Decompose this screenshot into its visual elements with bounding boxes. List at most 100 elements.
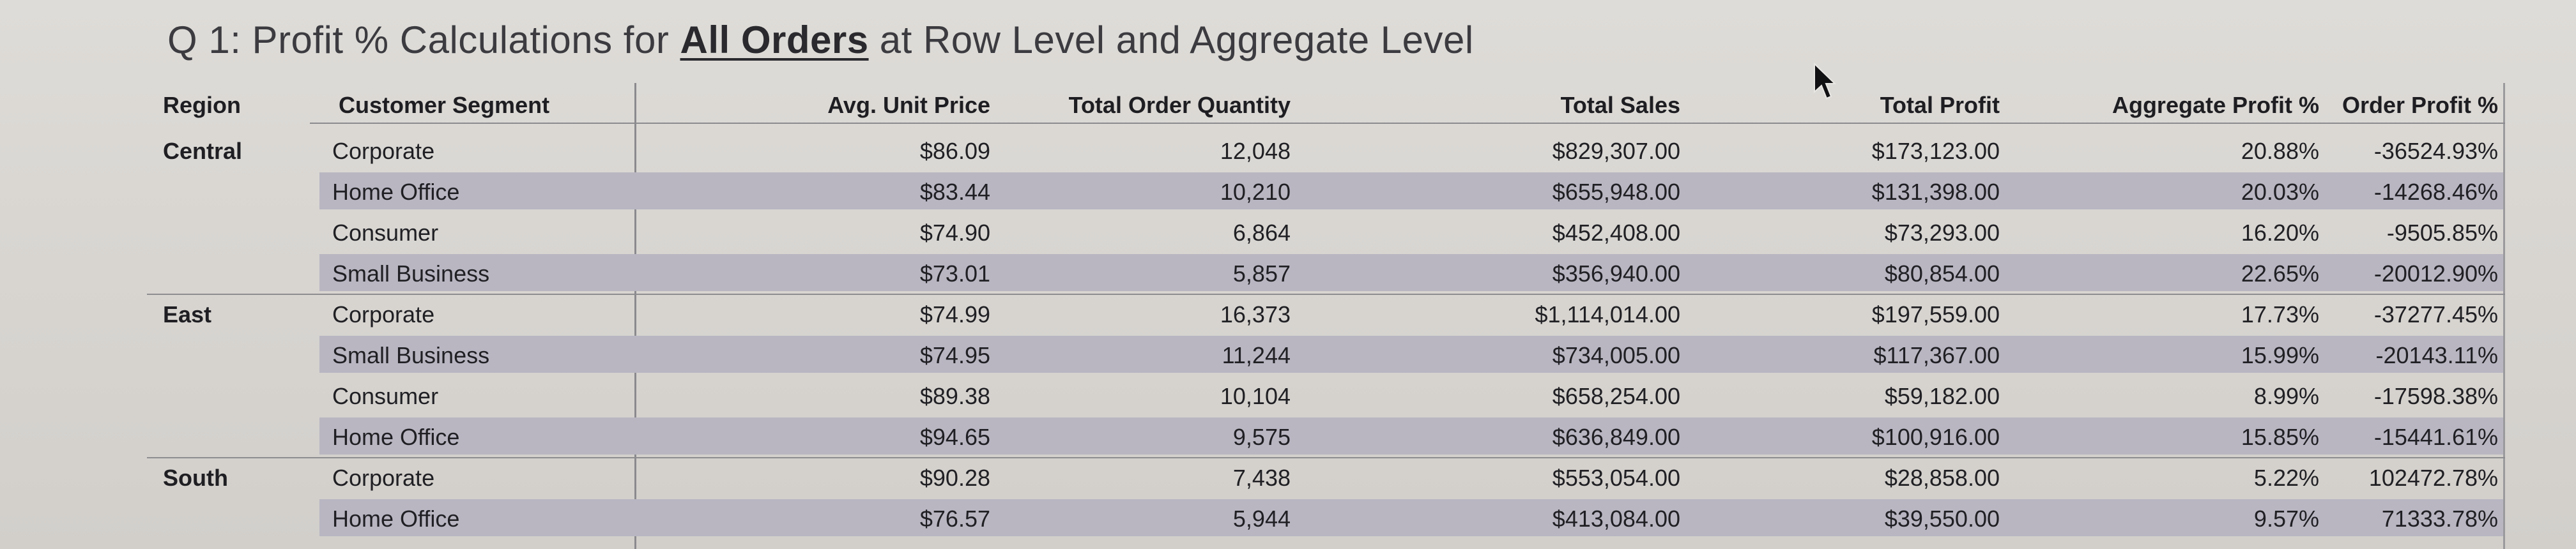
header-customer-segment[interactable]: Customer Segment: [339, 92, 550, 118]
region-label[interactable]: East: [163, 301, 212, 327]
title-emphasis: All Orders: [680, 19, 869, 61]
header-rule: [310, 123, 2505, 124]
title-prefix: Q 1: Profit % Calculations for: [167, 19, 680, 61]
total-sales-cell[interactable]: $356,940.00: [1552, 260, 1680, 287]
avg-unit-price-cell[interactable]: $86.09: [919, 138, 990, 164]
header-order-profit[interactable]: Order Profit %: [2342, 92, 2498, 118]
segment-cell[interactable]: Small Business: [332, 342, 490, 368]
order-profit-cell[interactable]: -37277.45%: [2373, 301, 2498, 327]
total-profit-cell[interactable]: $39,550.00: [1884, 506, 2000, 532]
order-profit-cell[interactable]: -15441.61%: [2373, 424, 2498, 450]
crosstab-table: Region Customer Segment Avg. Unit Price …: [147, 83, 2511, 549]
total-sales-cell[interactable]: $658,254.00: [1552, 383, 1680, 409]
avg-unit-price-cell[interactable]: $83.44: [919, 179, 990, 205]
total-order-quantity-cell[interactable]: 16,373: [1220, 301, 1291, 327]
aggregate-profit-cell[interactable]: 17.73%: [2241, 301, 2319, 327]
avg-unit-price-cell[interactable]: $73.01: [919, 260, 990, 287]
header-total-order-quantity[interactable]: Total Order Quantity: [1068, 92, 1291, 118]
header-total-sales[interactable]: Total Sales: [1560, 92, 1680, 118]
table-row[interactable]: Small Business $73.01 5,857 $356,940.00 $80,…: [147, 252, 2511, 292]
table-row[interactable]: Home Office $83.44 10,210 $655,948.00 $131,3…: [147, 170, 2511, 211]
total-sales-cell[interactable]: $413,084.00: [1552, 506, 1680, 532]
total-profit-cell[interactable]: $28,858.00: [1884, 465, 2000, 491]
segment-cell[interactable]: Small Business: [332, 260, 490, 287]
avg-unit-price-cell[interactable]: $76.57: [919, 506, 990, 532]
order-profit-cell[interactable]: -36524.93%: [2373, 138, 2498, 164]
total-profit-cell[interactable]: $197,559.00: [1871, 301, 2000, 327]
total-sales-cell[interactable]: $1,114,014.00: [1535, 301, 1680, 327]
header-total-profit[interactable]: Total Profit: [1880, 92, 2000, 118]
order-profit-cell[interactable]: -9505.85%: [2386, 220, 2498, 246]
table-row[interactable]: Central Corporate $86.09 12,048 $829,307.00 $…: [147, 129, 2511, 170]
total-order-quantity-cell[interactable]: 11,244: [1222, 342, 1291, 368]
total-order-quantity-cell[interactable]: 6,864: [1232, 220, 1291, 246]
aggregate-profit-cell[interactable]: 9.57%: [2253, 506, 2319, 532]
row-band: [319, 254, 2503, 291]
segment-cell[interactable]: Corporate: [332, 301, 435, 327]
region-label[interactable]: South: [163, 465, 228, 491]
order-profit-cell[interactable]: -20143.11%: [2375, 342, 2498, 368]
table-row[interactable]: Consumer $89.38 10,104 $658,254.00 $59,182.0…: [147, 374, 2511, 415]
total-sales-cell[interactable]: $829,307.00: [1552, 138, 1680, 164]
total-order-quantity-cell[interactable]: 12,048: [1220, 138, 1291, 164]
table-row[interactable]: Home Office $76.57 5,944 $413,084.00 $39,550…: [147, 497, 2511, 538]
order-profit-cell[interactable]: -14268.46%: [2373, 179, 2498, 205]
avg-unit-price-cell[interactable]: $74.90: [919, 220, 990, 246]
aggregate-profit-cell[interactable]: 20.88%: [2241, 138, 2319, 164]
order-profit-cell[interactable]: 71333.78%: [2381, 506, 2498, 532]
table-row[interactable]: Home Office $94.65 9,575 $636,849.00 $100,91…: [147, 415, 2511, 456]
total-order-quantity-cell[interactable]: 7,438: [1232, 465, 1291, 491]
table-right-border: [2503, 83, 2505, 549]
aggregate-profit-cell[interactable]: 15.85%: [2241, 424, 2319, 450]
total-profit-cell[interactable]: $73,293.00: [1884, 220, 2000, 246]
total-sales-cell[interactable]: $636,849.00: [1552, 424, 1680, 450]
table-row[interactable]: Consumer $74.90 6,864 $452,408.00 $73,293.00…: [147, 211, 2511, 252]
segment-cell[interactable]: Home Office: [332, 506, 460, 532]
total-sales-cell[interactable]: $452,408.00: [1552, 220, 1680, 246]
table-row[interactable]: South Corporate $90.28 7,438 $553,054.00 $28,…: [147, 456, 2511, 497]
total-profit-cell[interactable]: $59,182.00: [1884, 383, 2000, 409]
total-profit-cell[interactable]: $173,123.00: [1871, 138, 2000, 164]
total-order-quantity-cell[interactable]: 10,210: [1220, 179, 1291, 205]
segment-cell[interactable]: Consumer: [332, 220, 439, 246]
total-order-quantity-cell[interactable]: 10,104: [1220, 383, 1291, 409]
total-order-quantity-cell[interactable]: 5,857: [1232, 260, 1291, 287]
total-order-quantity-cell[interactable]: 9,575: [1232, 424, 1291, 450]
order-profit-cell[interactable]: 102472.78%: [2368, 465, 2498, 491]
aggregate-profit-cell[interactable]: 8.99%: [2253, 383, 2319, 409]
segment-cell[interactable]: Corporate: [332, 465, 435, 491]
total-sales-cell[interactable]: $553,054.00: [1552, 465, 1680, 491]
total-profit-cell[interactable]: $131,398.00: [1871, 179, 2000, 205]
table-row[interactable]: East Corporate $74.99 16,373 $1,114,014.00 $1…: [147, 292, 2511, 333]
row-band: [319, 336, 2503, 373]
aggregate-profit-cell[interactable]: 16.20%: [2241, 220, 2319, 246]
order-profit-cell[interactable]: -20012.90%: [2373, 260, 2498, 287]
aggregate-profit-cell[interactable]: 5.22%: [2253, 465, 2319, 491]
avg-unit-price-cell[interactable]: $90.28: [919, 465, 990, 491]
total-profit-cell[interactable]: $100,916.00: [1871, 424, 2000, 450]
order-profit-cell[interactable]: -17598.38%: [2373, 383, 2498, 409]
avg-unit-price-cell[interactable]: $89.38: [919, 383, 990, 409]
total-profit-cell[interactable]: $117,367.00: [1873, 342, 2000, 368]
total-sales-cell[interactable]: $734,005.00: [1552, 342, 1680, 368]
avg-unit-price-cell[interactable]: $94.65: [919, 424, 990, 450]
aggregate-profit-cell[interactable]: 15.99%: [2241, 342, 2319, 368]
avg-unit-price-cell[interactable]: $74.99: [919, 301, 990, 327]
header-avg-unit-price[interactable]: Avg. Unit Price: [827, 92, 990, 118]
segment-cell[interactable]: Home Office: [332, 424, 460, 450]
segment-cell[interactable]: Home Office: [332, 179, 460, 205]
region-label[interactable]: Central: [163, 138, 243, 164]
aggregate-profit-cell[interactable]: 20.03%: [2241, 179, 2319, 205]
header-aggregate-profit[interactable]: Aggregate Profit %: [2112, 92, 2319, 118]
row-band: [319, 499, 2503, 536]
total-profit-cell[interactable]: $80,854.00: [1884, 260, 2000, 287]
header-region[interactable]: Region: [163, 92, 241, 118]
group-divider: [147, 457, 2505, 458]
total-sales-cell[interactable]: $655,948.00: [1552, 179, 1680, 205]
table-row[interactable]: Small Business $74.95 11,244 $734,005.00 $11…: [147, 333, 2511, 374]
segment-cell[interactable]: Corporate: [332, 138, 435, 164]
total-order-quantity-cell[interactable]: 5,944: [1232, 506, 1291, 532]
avg-unit-price-cell[interactable]: $74.95: [919, 342, 990, 368]
segment-cell[interactable]: Consumer: [332, 383, 439, 409]
aggregate-profit-cell[interactable]: 22.65%: [2241, 260, 2319, 287]
